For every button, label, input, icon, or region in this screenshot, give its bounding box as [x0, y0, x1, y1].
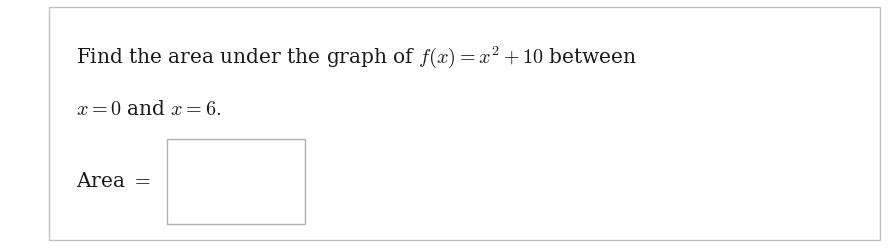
- Text: $x = 0$ and $x = 6.$: $x = 0$ and $x = 6.$: [76, 100, 220, 119]
- Text: Area $=$: Area $=$: [76, 172, 150, 191]
- FancyBboxPatch shape: [49, 7, 880, 240]
- FancyBboxPatch shape: [167, 139, 305, 224]
- Text: Find the area under the graph of $f(x) = x^2 + 10$ between: Find the area under the graph of $f(x) =…: [76, 45, 637, 70]
